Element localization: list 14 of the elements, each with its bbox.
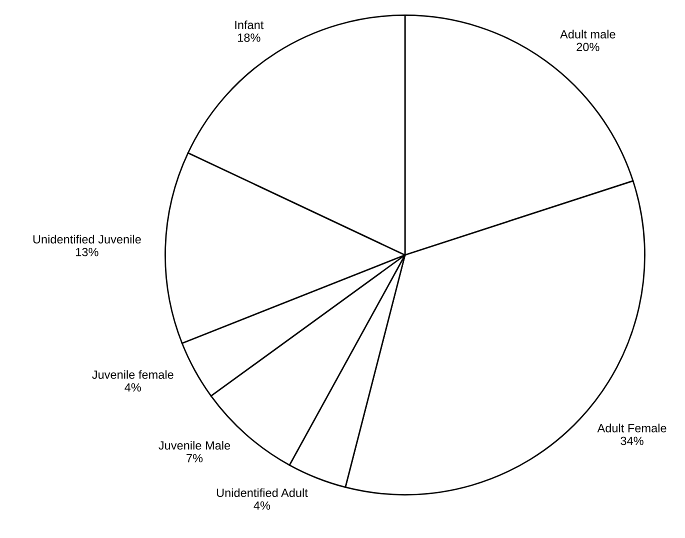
data-label: 18% bbox=[238, 33, 260, 42]
data-label: 7% bbox=[186, 454, 203, 462]
slice-label: Unidentified Juvenile bbox=[33, 234, 141, 244]
data-label: 34% bbox=[620, 436, 644, 446]
slice-label: Adult male bbox=[560, 30, 616, 38]
data-label: 4% bbox=[254, 501, 270, 510]
slice-label: Juvenile Male bbox=[158, 440, 230, 450]
data-label: 13% bbox=[76, 248, 98, 256]
data-label: 20% bbox=[576, 42, 600, 52]
data-label: 4% bbox=[124, 383, 141, 392]
slice-label: Juvenile female bbox=[92, 370, 174, 379]
slice-label: Unidentified Adult bbox=[216, 488, 308, 498]
slice-label: Adult Female bbox=[597, 424, 666, 432]
slice-label: Infant bbox=[235, 20, 264, 30]
